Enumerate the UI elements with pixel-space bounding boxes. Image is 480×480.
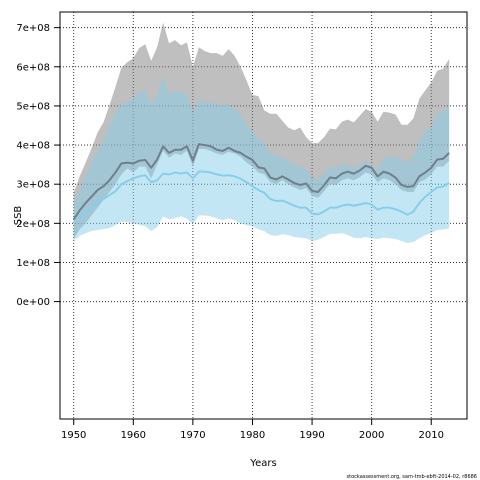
y-tick-label: 4e+08 xyxy=(16,141,50,152)
y-tick-label: 2e+08 xyxy=(16,219,50,230)
y-tick-label: 7e+08 xyxy=(16,23,50,34)
y-tick-label: 1e+08 xyxy=(16,258,50,269)
x-tick-label: 1960 xyxy=(121,430,146,441)
y-axis: 0e+00 1e+08 2e+08 3e+08 4e+08 5e+08 6e+08 7e+08 xyxy=(16,23,60,308)
confidence-band-2 xyxy=(73,75,450,243)
x-tick-label: 1990 xyxy=(299,430,324,441)
y-axis-title: SSB xyxy=(13,206,24,226)
x-axis: 1950 1960 1970 1980 1990 2000 2010 xyxy=(61,419,444,441)
footnote: stockassessment.org, sam-tmb-ebft-2014-0… xyxy=(347,474,477,480)
x-tick-label: 2010 xyxy=(419,430,444,441)
confidence-band-1 xyxy=(73,22,450,239)
x-axis-title: Years xyxy=(249,458,276,469)
x-tick-label: 1970 xyxy=(180,430,205,441)
y-tick-label: 5e+08 xyxy=(16,101,50,112)
x-tick-label: 1950 xyxy=(61,430,86,441)
plot-frame xyxy=(59,11,468,420)
y-tick-label: 0e+00 xyxy=(16,297,50,308)
x-tick-label: 2000 xyxy=(359,430,384,441)
y-tick-label: 3e+08 xyxy=(16,180,50,191)
y-tick-label: 6e+08 xyxy=(16,62,50,73)
x-tick-label: 1980 xyxy=(240,430,265,441)
series-lines xyxy=(72,143,450,224)
series-line-1 xyxy=(72,143,450,220)
series-line-2 xyxy=(73,170,450,224)
confidence-bands xyxy=(73,22,450,243)
